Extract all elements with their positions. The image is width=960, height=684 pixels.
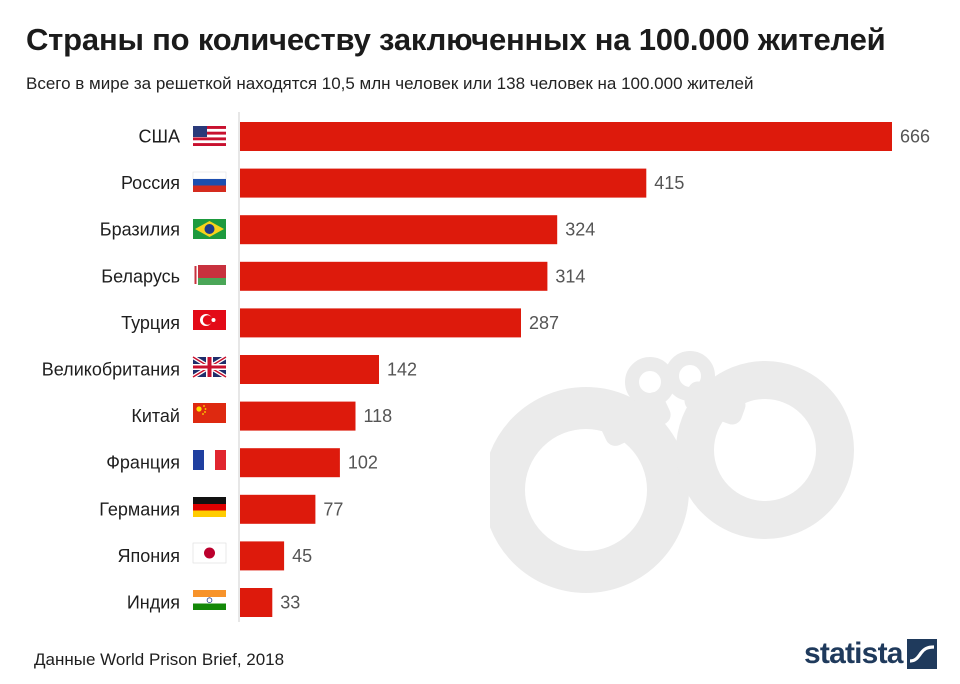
value-label-10: 33 [280,593,300,613]
handcuffs-watermark-icon [490,351,854,593]
flags-layer [191,126,228,610]
bar-2 [240,215,558,245]
value-label-8: 77 [323,499,343,519]
japan-flag-icon [192,542,227,564]
france-flag-icon [193,450,226,470]
source-note: Данные World Prison Brief, 2018 [34,650,285,669]
bar-4 [240,308,521,338]
belarus-flag-icon [193,265,226,285]
category-label-10: Индия [127,593,180,613]
category-label-6: Китай [131,406,180,426]
category-label-9: Япония [118,546,181,566]
value-label-6: 118 [364,406,393,426]
bar-6 [240,401,356,431]
russia-flag-icon [192,171,227,192]
category-label-1: Россия [121,173,180,193]
category-label-2: Бразилия [100,220,180,240]
category-label-5: Великобритания [42,360,180,380]
value-label-4: 287 [529,313,559,333]
china-flag-icon [193,403,226,423]
statista-logo[interactable]: statista [804,636,937,672]
statista-logo-icon [906,639,937,669]
india-flag-icon [193,590,226,610]
category-label-7: Франция [106,453,180,473]
statista-logo-text: statista [804,637,903,670]
value-label-9: 45 [292,546,312,566]
bar-10 [240,588,273,617]
bar-8 [240,494,316,524]
chart-title: Страны по количеству заключенных на 100.… [26,22,886,57]
bar-7 [240,448,340,478]
value-label-5: 142 [387,360,417,380]
bar-3 [240,261,548,291]
category-label-8: Германия [99,499,180,519]
labels-layer: 666 США 415 Россия 324 Бразилия 314 Беларусь 287… [42,127,930,613]
value-label-0: 666 [900,127,930,147]
category-label-0: США [138,127,180,147]
turkey-flag-icon [193,310,226,330]
chart-subtitle: Всего в мире за решеткой находятся 10,5 … [26,74,754,93]
category-label-4: Турция [121,313,180,333]
value-label-2: 324 [565,220,595,240]
bar-0 [240,122,892,151]
germany-flag-icon [193,497,226,517]
bar-5 [240,355,379,384]
value-label-3: 314 [555,266,585,286]
bar-9 [240,541,285,571]
uk-flag-icon [191,355,228,379]
us-flag-icon [193,126,226,146]
value-label-7: 102 [348,453,378,473]
bars-layer [240,122,892,617]
value-label-1: 415 [654,173,684,193]
bar-1 [240,168,647,198]
category-label-3: Беларусь [101,266,180,286]
brazil-flag-icon [193,219,226,239]
